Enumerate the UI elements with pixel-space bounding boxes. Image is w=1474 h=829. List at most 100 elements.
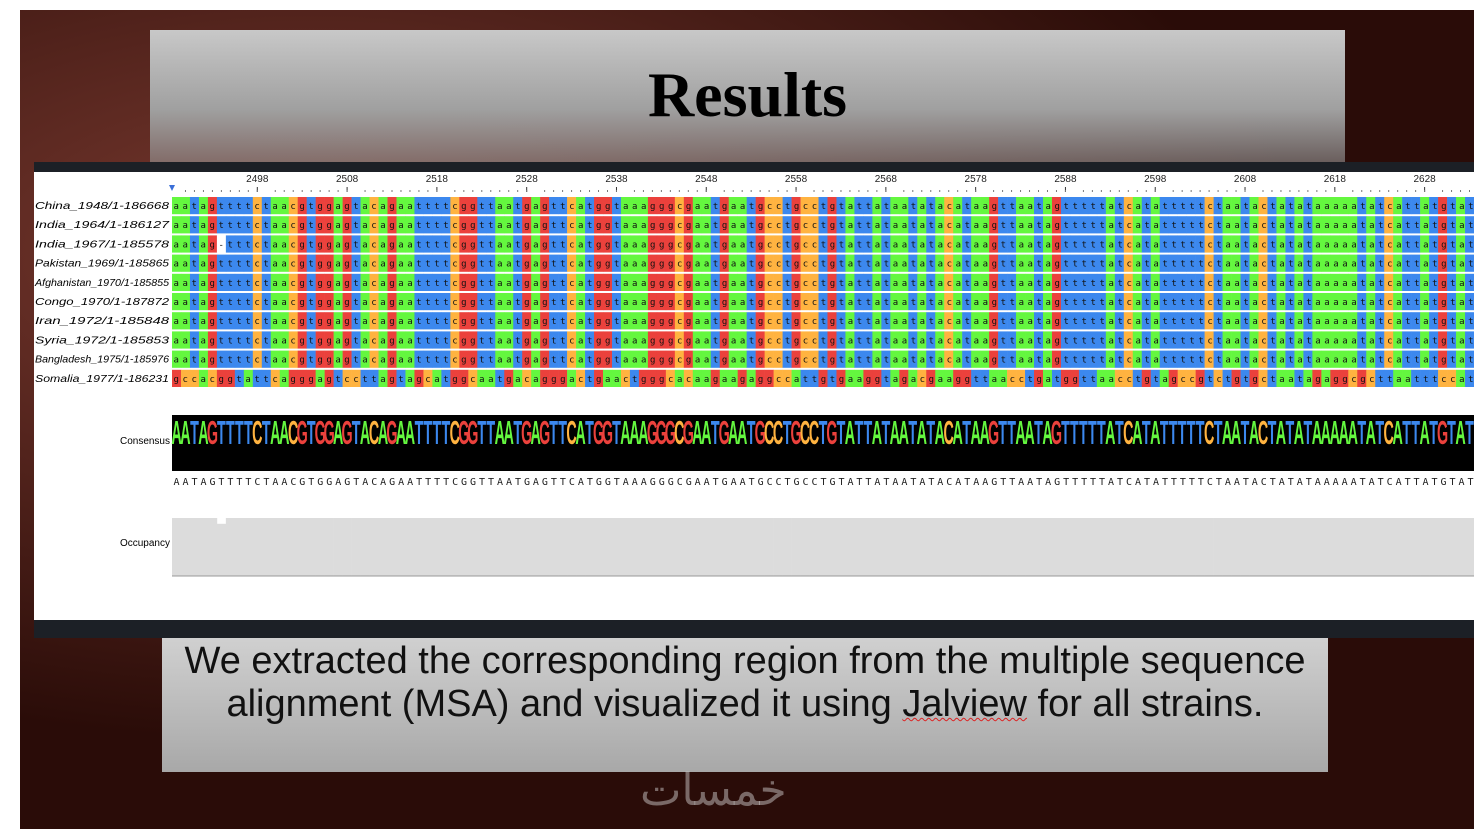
residue-cell — [495, 369, 505, 387]
consensus-sequence: AATAGTTTTCTAACGTGGAGTACAGAATTTTCGGTTAATG… — [174, 477, 1474, 488]
residue-cell — [809, 216, 819, 234]
residue-cell — [540, 197, 550, 215]
residue-cell — [1312, 235, 1322, 253]
residue-cell — [1150, 235, 1161, 253]
residue-cell — [1366, 254, 1376, 272]
residue-cell — [782, 235, 792, 253]
residue-cell — [360, 216, 370, 234]
residue-cell — [387, 216, 397, 234]
residue-cell — [1007, 273, 1017, 291]
residue-cell — [656, 350, 667, 368]
residue-cell — [351, 273, 361, 291]
residue-cell — [1078, 216, 1089, 234]
residue-cell — [1213, 254, 1223, 272]
residue-cell — [1285, 369, 1295, 387]
residue-cell — [1222, 312, 1232, 330]
occupancy-bar — [1312, 518, 1322, 576]
residue-cell — [1123, 197, 1134, 215]
residue-cell — [989, 350, 999, 368]
residue-cell — [1294, 312, 1304, 330]
residue-cell — [531, 254, 541, 272]
residue-cell — [315, 331, 325, 349]
residue-cell — [1177, 235, 1187, 253]
residue-cell — [845, 197, 855, 215]
residue-cell — [1339, 312, 1349, 330]
residue-cell — [1168, 331, 1178, 349]
residue-cell — [1285, 235, 1295, 253]
residue-cell — [944, 350, 954, 368]
residue-cell — [1411, 235, 1421, 253]
residue-cell — [1141, 216, 1152, 234]
occupancy-bar — [926, 518, 936, 576]
residue-cell — [387, 293, 397, 311]
residue-cell — [620, 369, 631, 387]
residue-cell — [611, 254, 622, 272]
occupancy-bar — [432, 518, 442, 576]
residue-cell — [531, 312, 541, 330]
residue-cell — [450, 293, 460, 311]
residue-cell — [585, 254, 595, 272]
residue-cell — [1276, 197, 1286, 215]
residue-cell — [270, 254, 281, 272]
residue-cell — [917, 369, 927, 387]
occupancy-bar — [1204, 518, 1214, 576]
residue-cell — [1195, 197, 1205, 215]
residue-cell — [369, 350, 379, 368]
residue-cell — [1096, 331, 1107, 349]
residue-cell — [270, 293, 281, 311]
ruler-marker — [169, 185, 175, 191]
residue-cell — [1258, 293, 1268, 311]
residue-cell — [396, 197, 406, 215]
consensus-letter: G — [656, 415, 667, 451]
residue-cell — [594, 273, 604, 291]
residue-cell — [387, 331, 397, 349]
residue-cell — [746, 273, 756, 291]
residue-cell — [1016, 216, 1026, 234]
residue-cell — [396, 216, 406, 234]
residue-cell — [1465, 197, 1474, 215]
consensus-letter: A — [1330, 415, 1340, 451]
residue-cell — [486, 216, 496, 234]
residue-cell — [854, 235, 864, 253]
occupancy-bar — [998, 518, 1008, 576]
residue-cell — [908, 235, 918, 253]
residue-cell — [297, 254, 307, 272]
residue-cell — [351, 350, 361, 368]
consensus-letter: G — [467, 415, 478, 451]
residue-cell — [836, 273, 846, 291]
occupancy-bar — [252, 518, 263, 576]
residue-cell — [1393, 331, 1403, 349]
residue-cell — [1087, 369, 1098, 387]
residue-cell — [1258, 312, 1268, 330]
residue-cell — [1429, 235, 1439, 253]
sequence: aatagttttctaacgtggagtacagaattttcggttaatg… — [174, 202, 1474, 212]
occupancy-bar — [647, 518, 658, 576]
occupancy-bar — [881, 518, 891, 576]
residue-cell — [567, 350, 577, 368]
residue-cell — [962, 350, 972, 368]
residue-cell — [531, 235, 541, 253]
residue-cell — [665, 369, 676, 387]
occupancy-bar — [854, 518, 864, 576]
consensus-letter: T — [819, 415, 828, 451]
sequence: aatagttttctaacgtggagtacagaattttcggttaatg… — [174, 298, 1474, 308]
residue-cell — [414, 312, 424, 330]
occupancy-bar — [315, 518, 325, 576]
residue-cell — [1069, 312, 1080, 330]
residue-cell — [1294, 369, 1304, 387]
residue-cell — [522, 350, 532, 368]
residue-cell — [396, 254, 406, 272]
residue-cell — [1105, 369, 1116, 387]
residue-cell — [1447, 273, 1457, 291]
residue-cell — [656, 369, 667, 387]
occupancy-bar — [441, 518, 451, 576]
consensus-letter: A — [270, 415, 280, 451]
residue-cell — [773, 197, 783, 215]
residue-cell — [432, 254, 442, 272]
residue-cell — [1007, 312, 1017, 330]
occupancy-bar — [692, 518, 703, 576]
residue-cell — [1384, 216, 1394, 234]
residue-cell — [1177, 293, 1187, 311]
occupancy-bar — [558, 518, 568, 576]
residue-cell — [1294, 331, 1304, 349]
